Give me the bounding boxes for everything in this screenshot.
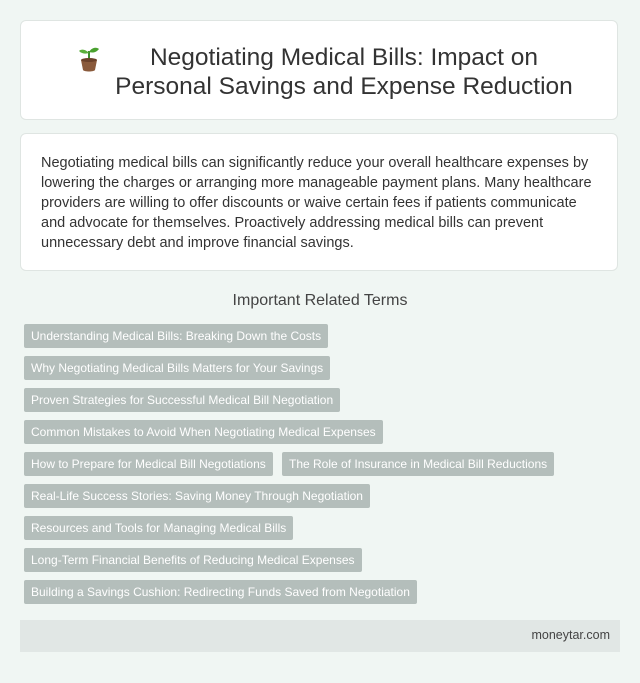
page-title: Negotiating Medical Bills: Impact on Per… <box>115 44 573 100</box>
related-term-tag[interactable]: Real-Life Success Stories: Saving Money … <box>24 484 370 508</box>
related-term-tag[interactable]: Why Negotiating Medical Bills Matters fo… <box>24 356 331 380</box>
intro-paragraph: Negotiating medical bills can significan… <box>41 155 592 251</box>
related-terms-heading: Important Related Terms <box>232 292 408 309</box>
intro-card: Negotiating medical bills can significan… <box>20 133 618 271</box>
footer: moneytar.com <box>20 620 620 652</box>
related-term-tag[interactable]: Common Mistakes to Avoid When Negotiatin… <box>24 420 383 444</box>
related-term-tag[interactable]: Understanding Medical Bills: Breaking Do… <box>24 324 329 348</box>
related-term-tag[interactable]: Resources and Tools for Managing Medical… <box>24 516 294 540</box>
related-term-tag[interactable]: Proven Strategies for Successful Medical… <box>24 388 341 412</box>
footer-site-link[interactable]: moneytar.com <box>531 628 610 642</box>
title-card: Negotiating Medical Bills: Impact on Per… <box>20 20 618 120</box>
related-term-tag[interactable]: Building a Savings Cushion: Redirecting … <box>24 580 417 604</box>
seedling-icon <box>79 47 99 72</box>
related-term-tag[interactable]: How to Prepare for Medical Bill Negotiat… <box>24 452 273 476</box>
related-term-tag[interactable]: The Role of Insurance in Medical Bill Re… <box>282 452 555 476</box>
related-term-tag[interactable]: Long-Term Financial Benefits of Reducing… <box>24 548 362 572</box>
